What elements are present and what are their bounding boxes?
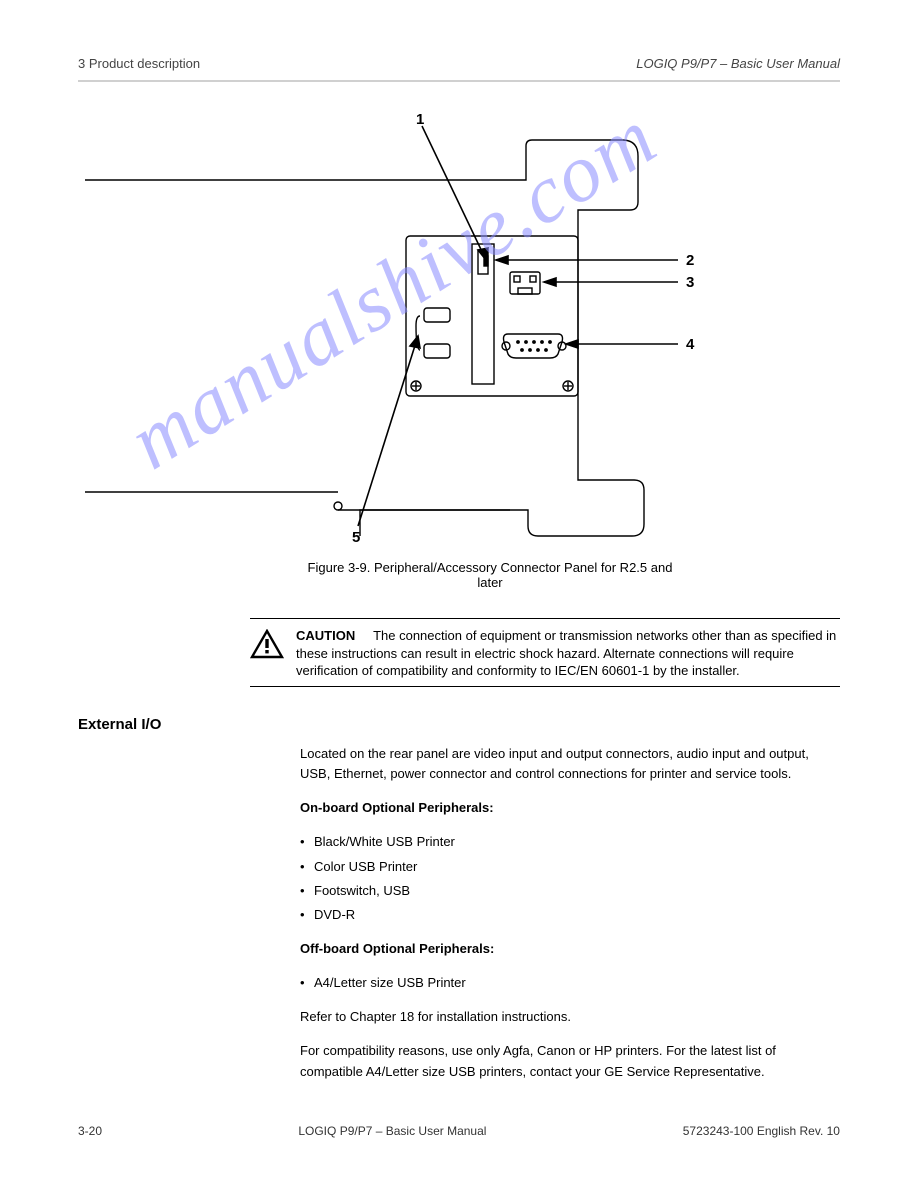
list-item: A4/Letter size USB Printer: [300, 973, 840, 993]
page: 3 Product description LOGIQ P9/P7 – Basi…: [0, 0, 918, 1188]
offboard-list: A4/Letter size USB Printer: [300, 973, 840, 993]
callout-4: 4: [686, 336, 695, 353]
ext-io-instr2: For compatibility reasons, use only Agfa…: [300, 1041, 840, 1081]
caution-rule-bottom: [250, 686, 840, 687]
caution-label: CAUTION: [296, 628, 355, 643]
caution-body: The connection of equipment or transmiss…: [296, 628, 836, 678]
ext-io-intro: Located on the rear panel are video inpu…: [300, 744, 840, 784]
section-title-external-io: External I/O: [78, 716, 161, 733]
offboard-label: Off-board Optional Peripherals:: [300, 939, 840, 959]
footer-left: 3-20: [78, 1124, 102, 1138]
callout-2: 2: [686, 252, 694, 269]
list-item: Color USB Printer: [300, 857, 840, 877]
footer-right: 5723243-100 English Rev. 10: [683, 1124, 840, 1138]
ext-io-instr1: Refer to Chapter 18 for installation ins…: [300, 1007, 840, 1027]
figure-caption-line1: Figure 3-9. Peripheral/Accessory Connect…: [308, 560, 673, 575]
connector-panel-diagram: 1 2 3 4 5: [78, 110, 840, 550]
callout-1: 1: [416, 111, 424, 128]
list-item: Black/White USB Printer: [300, 832, 840, 852]
footer-center: LOGIQ P9/P7 – Basic User Manual: [298, 1124, 486, 1138]
figure-caption: Figure 3-9. Peripheral/Accessory Connect…: [300, 560, 680, 590]
figure-caption-line2: later: [477, 575, 502, 590]
page-header: 3 Product description LOGIQ P9/P7 – Basi…: [78, 56, 840, 71]
onboard-label: On-board Optional Peripherals:: [300, 798, 840, 818]
caution-block: CAUTION The connection of equipment or t…: [250, 618, 840, 687]
caution-text: CAUTION The connection of equipment or t…: [296, 627, 840, 680]
header-right: LOGIQ P9/P7 – Basic User Manual: [636, 56, 840, 71]
callout-5: 5: [352, 529, 360, 546]
figure-area: 1 2 3 4 5: [78, 110, 840, 550]
page-footer: 3-20 LOGIQ P9/P7 – Basic User Manual 572…: [78, 1124, 840, 1138]
header-rule: [78, 80, 840, 82]
list-item: DVD-R: [300, 905, 840, 925]
callout-3: 3: [686, 274, 694, 291]
list-item: Footswitch, USB: [300, 881, 840, 901]
header-left: 3 Product description: [78, 56, 200, 71]
caution-icon: [250, 629, 284, 664]
body-column: Located on the rear panel are video inpu…: [300, 744, 840, 1096]
onboard-list: Black/White USB Printer Color USB Printe…: [300, 832, 840, 925]
